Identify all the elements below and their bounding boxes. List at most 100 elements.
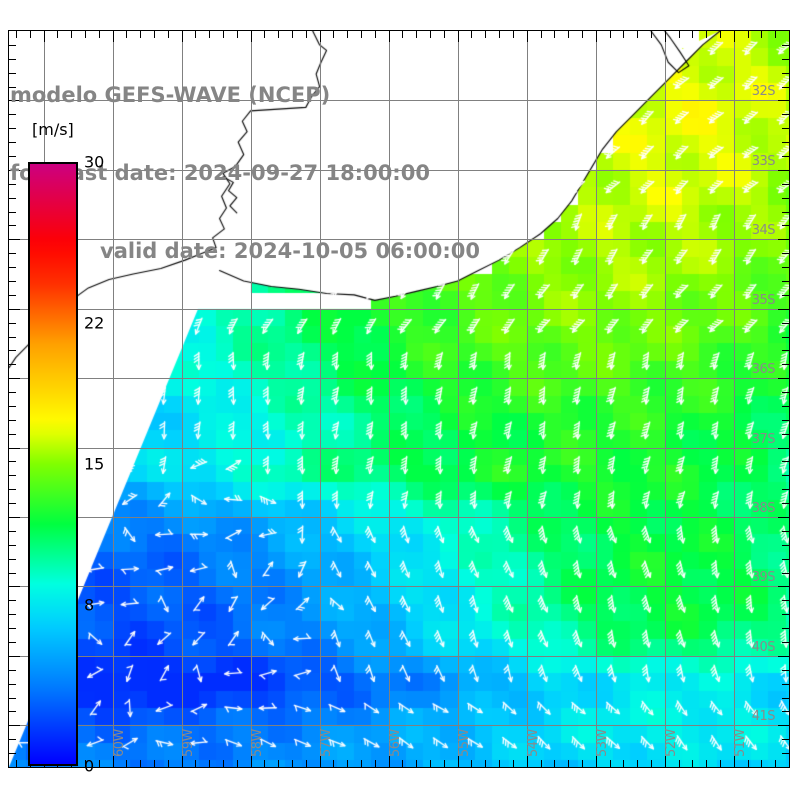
- lat-label-39S: 39S: [751, 570, 776, 586]
- lat-label-37S: 37S: [751, 431, 776, 447]
- axis-tick-x: [154, 760, 155, 767]
- axis-tick-x: [306, 760, 307, 767]
- axis-tick-y: [9, 503, 16, 504]
- axis-tick-x: [706, 31, 707, 38]
- axis-tick-y: [9, 114, 16, 115]
- axis-tick-x: [637, 31, 638, 38]
- axis-tick-y: [9, 239, 20, 240]
- axis-tick-x: [541, 760, 542, 767]
- axis-tick-x: [471, 31, 472, 38]
- axis-tick-y: [782, 600, 789, 601]
- axis-tick-y: [778, 309, 789, 310]
- axis-tick-y: [9, 156, 16, 157]
- lat-label-34S: 34S: [751, 223, 776, 239]
- colorbar-gradient: [28, 162, 78, 766]
- axis-tick-x: [582, 31, 583, 38]
- axis-tick-y: [782, 711, 789, 712]
- axis-tick-y: [9, 753, 16, 754]
- axis-tick-x: [402, 760, 403, 767]
- axis-tick-x: [292, 31, 293, 38]
- lat-label-35S: 35S: [751, 292, 776, 308]
- axis-tick-x: [582, 760, 583, 767]
- grid-line-lon-57W: [319, 31, 321, 767]
- lon-label-59W: 59W: [180, 729, 196, 757]
- axis-tick-y: [9, 614, 16, 615]
- axis-tick-x: [113, 756, 114, 767]
- axis-tick-y: [782, 337, 789, 338]
- axis-tick-y: [9, 739, 16, 740]
- axis-tick-y: [9, 767, 16, 768]
- lon-label-51W: 51W: [732, 729, 748, 757]
- axis-tick-x: [623, 31, 624, 38]
- axis-tick-y: [9, 406, 16, 407]
- axis-tick-x: [278, 31, 279, 38]
- axis-tick-x: [596, 756, 597, 767]
- axis-tick-y: [782, 281, 789, 282]
- grid-line-lat-38S: [9, 517, 789, 519]
- axis-tick-x: [679, 760, 680, 767]
- axis-tick-x: [333, 760, 334, 767]
- axis-tick-x: [168, 31, 169, 38]
- axis-tick-x: [223, 760, 224, 767]
- axis-tick-x: [720, 31, 721, 38]
- axis-tick-y: [782, 531, 789, 532]
- axis-tick-x: [444, 760, 445, 767]
- axis-tick-x: [182, 756, 183, 767]
- grid-line-lon-60W: [112, 31, 114, 767]
- grid-line-lat-36S: [9, 378, 789, 380]
- lon-label-53W: 53W: [594, 729, 610, 757]
- grid-line-lat-40S: [9, 655, 789, 657]
- axis-tick-y: [782, 73, 789, 74]
- grid-line-lon-56W: [388, 31, 390, 767]
- axis-tick-x: [416, 31, 417, 38]
- axis-tick-y: [778, 725, 789, 726]
- axis-tick-y: [782, 184, 789, 185]
- axis-tick-x: [264, 31, 265, 38]
- axis-tick-y: [9, 656, 20, 657]
- axis-tick-x: [637, 760, 638, 767]
- axis-tick-x: [195, 760, 196, 767]
- axis-tick-y: [782, 753, 789, 754]
- axis-tick-y: [782, 420, 789, 421]
- lon-label-56W: 56W: [387, 729, 403, 757]
- axis-tick-y: [782, 364, 789, 365]
- axis-tick-x: [182, 31, 183, 42]
- axis-tick-y: [9, 600, 16, 601]
- axis-tick-y: [9, 670, 16, 671]
- axis-tick-y: [9, 350, 16, 351]
- axis-tick-x: [292, 760, 293, 767]
- axis-tick-x: [706, 760, 707, 767]
- axis-tick-y: [9, 100, 20, 101]
- colorbar-units-label: [m/s]: [32, 120, 74, 139]
- axis-tick-y: [778, 100, 789, 101]
- axis-tick-x: [16, 760, 17, 767]
- axis-tick-x: [458, 756, 459, 767]
- axis-tick-y: [9, 489, 16, 490]
- grid-line-lat-32S: [9, 100, 789, 102]
- axis-tick-x: [347, 31, 348, 38]
- lat-label-41S: 41S: [751, 709, 776, 725]
- axis-tick-y: [782, 267, 789, 268]
- axis-tick-x: [375, 760, 376, 767]
- axis-tick-y: [9, 517, 20, 518]
- axis-tick-x: [389, 756, 390, 767]
- axis-tick-y: [782, 156, 789, 157]
- axis-tick-y: [782, 684, 789, 685]
- axis-tick-x: [748, 31, 749, 38]
- axis-tick-y: [9, 225, 16, 226]
- grid-line-lat-35S: [9, 308, 789, 310]
- axis-tick-y: [782, 142, 789, 143]
- axis-tick-y: [9, 461, 16, 462]
- axis-tick-y: [9, 586, 20, 587]
- axis-tick-x: [775, 760, 776, 767]
- axis-tick-x: [692, 760, 693, 767]
- axis-tick-y: [782, 503, 789, 504]
- grid-line-lon-55W: [457, 31, 459, 767]
- axis-tick-y: [9, 73, 16, 74]
- axis-tick-y: [9, 573, 16, 574]
- grid-line-lon-53W: [595, 31, 597, 767]
- axis-tick-y: [782, 489, 789, 490]
- axis-tick-y: [782, 59, 789, 60]
- axis-tick-y: [9, 434, 16, 435]
- axis-tick-y: [9, 725, 20, 726]
